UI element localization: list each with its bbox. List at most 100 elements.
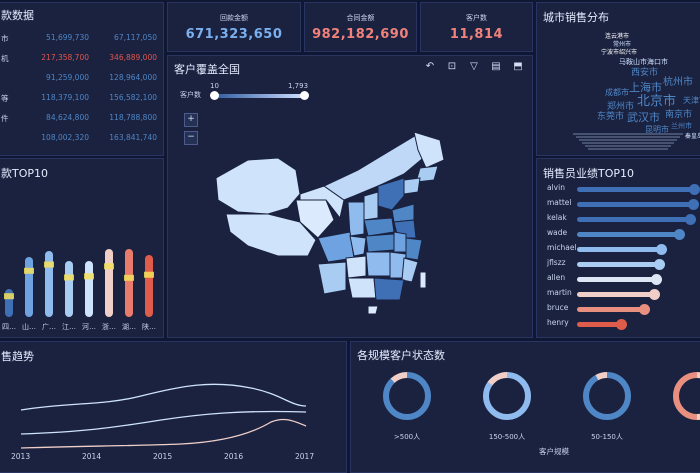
seller-bar-end (687, 199, 699, 210)
seller-name: mattel (547, 198, 572, 207)
china-map[interactable] (208, 130, 448, 315)
kpi-value: 11,814 (449, 27, 504, 42)
filter-icon[interactable]: ▽ (470, 61, 478, 72)
bar[interactable] (25, 257, 33, 317)
donut-segment (583, 372, 631, 420)
seller-bar (577, 322, 622, 327)
row-value-1: 51,699,730 (46, 33, 89, 42)
city-word[interactable]: 杭州市 (663, 77, 693, 88)
bar[interactable] (145, 255, 153, 317)
table-row: 等 118,379,100 156,582,100 (0, 93, 161, 111)
payment-top10-panel: 款TOP10 四… 山… 广… 江… 河… 浙… 湖… 陕… (0, 158, 164, 338)
bar[interactable] (85, 261, 93, 317)
bar[interactable] (105, 249, 113, 317)
map-region-tibet (225, 213, 317, 257)
zoom-region-icon[interactable]: ⊡ (447, 61, 457, 72)
city-word[interactable]: 秦皇岛市 (685, 133, 700, 140)
seller-bar (577, 217, 692, 222)
seller-row[interactable]: michael (537, 243, 700, 255)
trend-chart (20, 383, 307, 449)
zoom-in-button[interactable]: + (184, 113, 198, 127)
map-panel: 客户覆盖全国 ↶ ⊡ ▽ ▤ ⬒ 客户数 10 1,793 + − (167, 55, 533, 338)
donut-chart[interactable] (479, 368, 535, 424)
row-value-2: 156,582,100 (109, 93, 157, 102)
bar-highlight (64, 274, 74, 281)
city-word[interactable]: 昆明市 (645, 125, 669, 134)
city-word[interactable]: 上海市 (629, 81, 662, 94)
seller-name: kelak (547, 213, 567, 222)
range-slider-handle-min[interactable] (210, 91, 219, 100)
seller-bar-end (673, 229, 685, 240)
category-label: 广… (42, 322, 56, 331)
row-label: 机 (1, 54, 9, 63)
map-region-inner-mongolia (323, 133, 429, 201)
seller-bar-end (648, 289, 660, 300)
city-word[interactable]: 郑州市 (607, 102, 635, 112)
seller-name: alvin (547, 183, 565, 192)
refresh-icon[interactable]: ↶ (425, 61, 435, 72)
seller-bar-end (615, 319, 627, 330)
donut-chart[interactable] (669, 368, 700, 424)
table-row: 件 84,624,800 118,788,800 (0, 113, 161, 131)
customer-status-panel: 各规模客户状态数 >500人 150-500人 50-150人 客户规模 (350, 341, 700, 473)
seller-row[interactable]: mattel (537, 198, 700, 210)
range-slider-track[interactable] (214, 94, 304, 98)
city-word[interactable]: 兰州市 (671, 122, 692, 130)
map-region-zhejiang (405, 237, 423, 261)
row-value-2: 163,841,740 (109, 133, 157, 142)
seller-name: henry (547, 318, 569, 327)
city-word[interactable]: 连云港市 (605, 33, 630, 40)
seller-name: bruce (547, 303, 569, 312)
city-word[interactable]: 常州市 (613, 41, 632, 48)
donut-chart[interactable] (379, 368, 435, 424)
save-image-icon[interactable]: ⬒ (513, 61, 523, 72)
seller-row[interactable]: allen (537, 273, 700, 285)
row-value-1: 91,259,000 (46, 73, 89, 82)
city-word[interactable]: 南京市 (665, 110, 693, 120)
seller-row[interactable]: martin (537, 288, 700, 300)
donut-label: 50-150人 (591, 433, 623, 441)
city-word-filler (588, 148, 668, 150)
city-word[interactable]: 西安市 (631, 68, 659, 78)
seller-bar (577, 187, 695, 192)
seller-row[interactable]: wade (537, 228, 700, 240)
seller-row[interactable]: kelak (537, 213, 700, 225)
seller-row[interactable]: alvin (537, 183, 700, 195)
zoom-out-button[interactable]: − (184, 131, 198, 145)
map-region-guangxi (347, 277, 377, 299)
kpi-label: 回款金额 (220, 14, 248, 22)
panel-title: 售趋势 (1, 350, 34, 363)
row-value-2: 128,964,000 (109, 73, 157, 82)
payment-data-panel: 款数据 市 51,699,730 67,117,050 机 217,358,700 346… (0, 2, 164, 156)
city-word[interactable]: 马鞍山市海口市 (619, 58, 668, 66)
data-view-icon[interactable]: ▤ (491, 61, 501, 72)
map-region-yunnan (317, 261, 347, 295)
seller-row[interactable]: bruce (537, 303, 700, 315)
bar[interactable] (125, 249, 133, 317)
map-region-hubei (365, 233, 395, 253)
city-word[interactable]: 武汉市 (627, 111, 660, 124)
city-word[interactable]: 东莞市 (597, 112, 625, 122)
map-region-chongqing (349, 235, 367, 257)
category-label: 陕… (142, 322, 156, 331)
city-word[interactable]: 宁波市绍兴市 (601, 49, 638, 56)
city-word[interactable]: 北京市 (637, 94, 677, 109)
table-row: 91,259,000 128,964,000 (0, 73, 161, 91)
seller-row[interactable]: jflszz (537, 258, 700, 270)
map-region-guizhou (345, 255, 367, 279)
bar[interactable] (45, 251, 53, 317)
city-word[interactable]: 成都市 (605, 88, 629, 97)
seller-row[interactable]: henry (537, 318, 700, 330)
donut-chart[interactable] (579, 368, 635, 424)
seller-name: jflszz (547, 258, 566, 267)
donut-segment (583, 372, 631, 420)
range-slider-handle-max[interactable] (300, 91, 309, 100)
category-label: 江… (62, 323, 76, 331)
kpi-payment-amount: 回款金额 671,323,650 (167, 2, 301, 52)
panel-title: 客户覆盖全国 (174, 63, 240, 76)
city-word[interactable]: 天津市 (683, 96, 700, 105)
bar[interactable] (65, 261, 73, 317)
donut-segment (383, 372, 431, 420)
x-axis-tick: 2015 (153, 452, 173, 461)
bar-highlight (144, 271, 154, 278)
